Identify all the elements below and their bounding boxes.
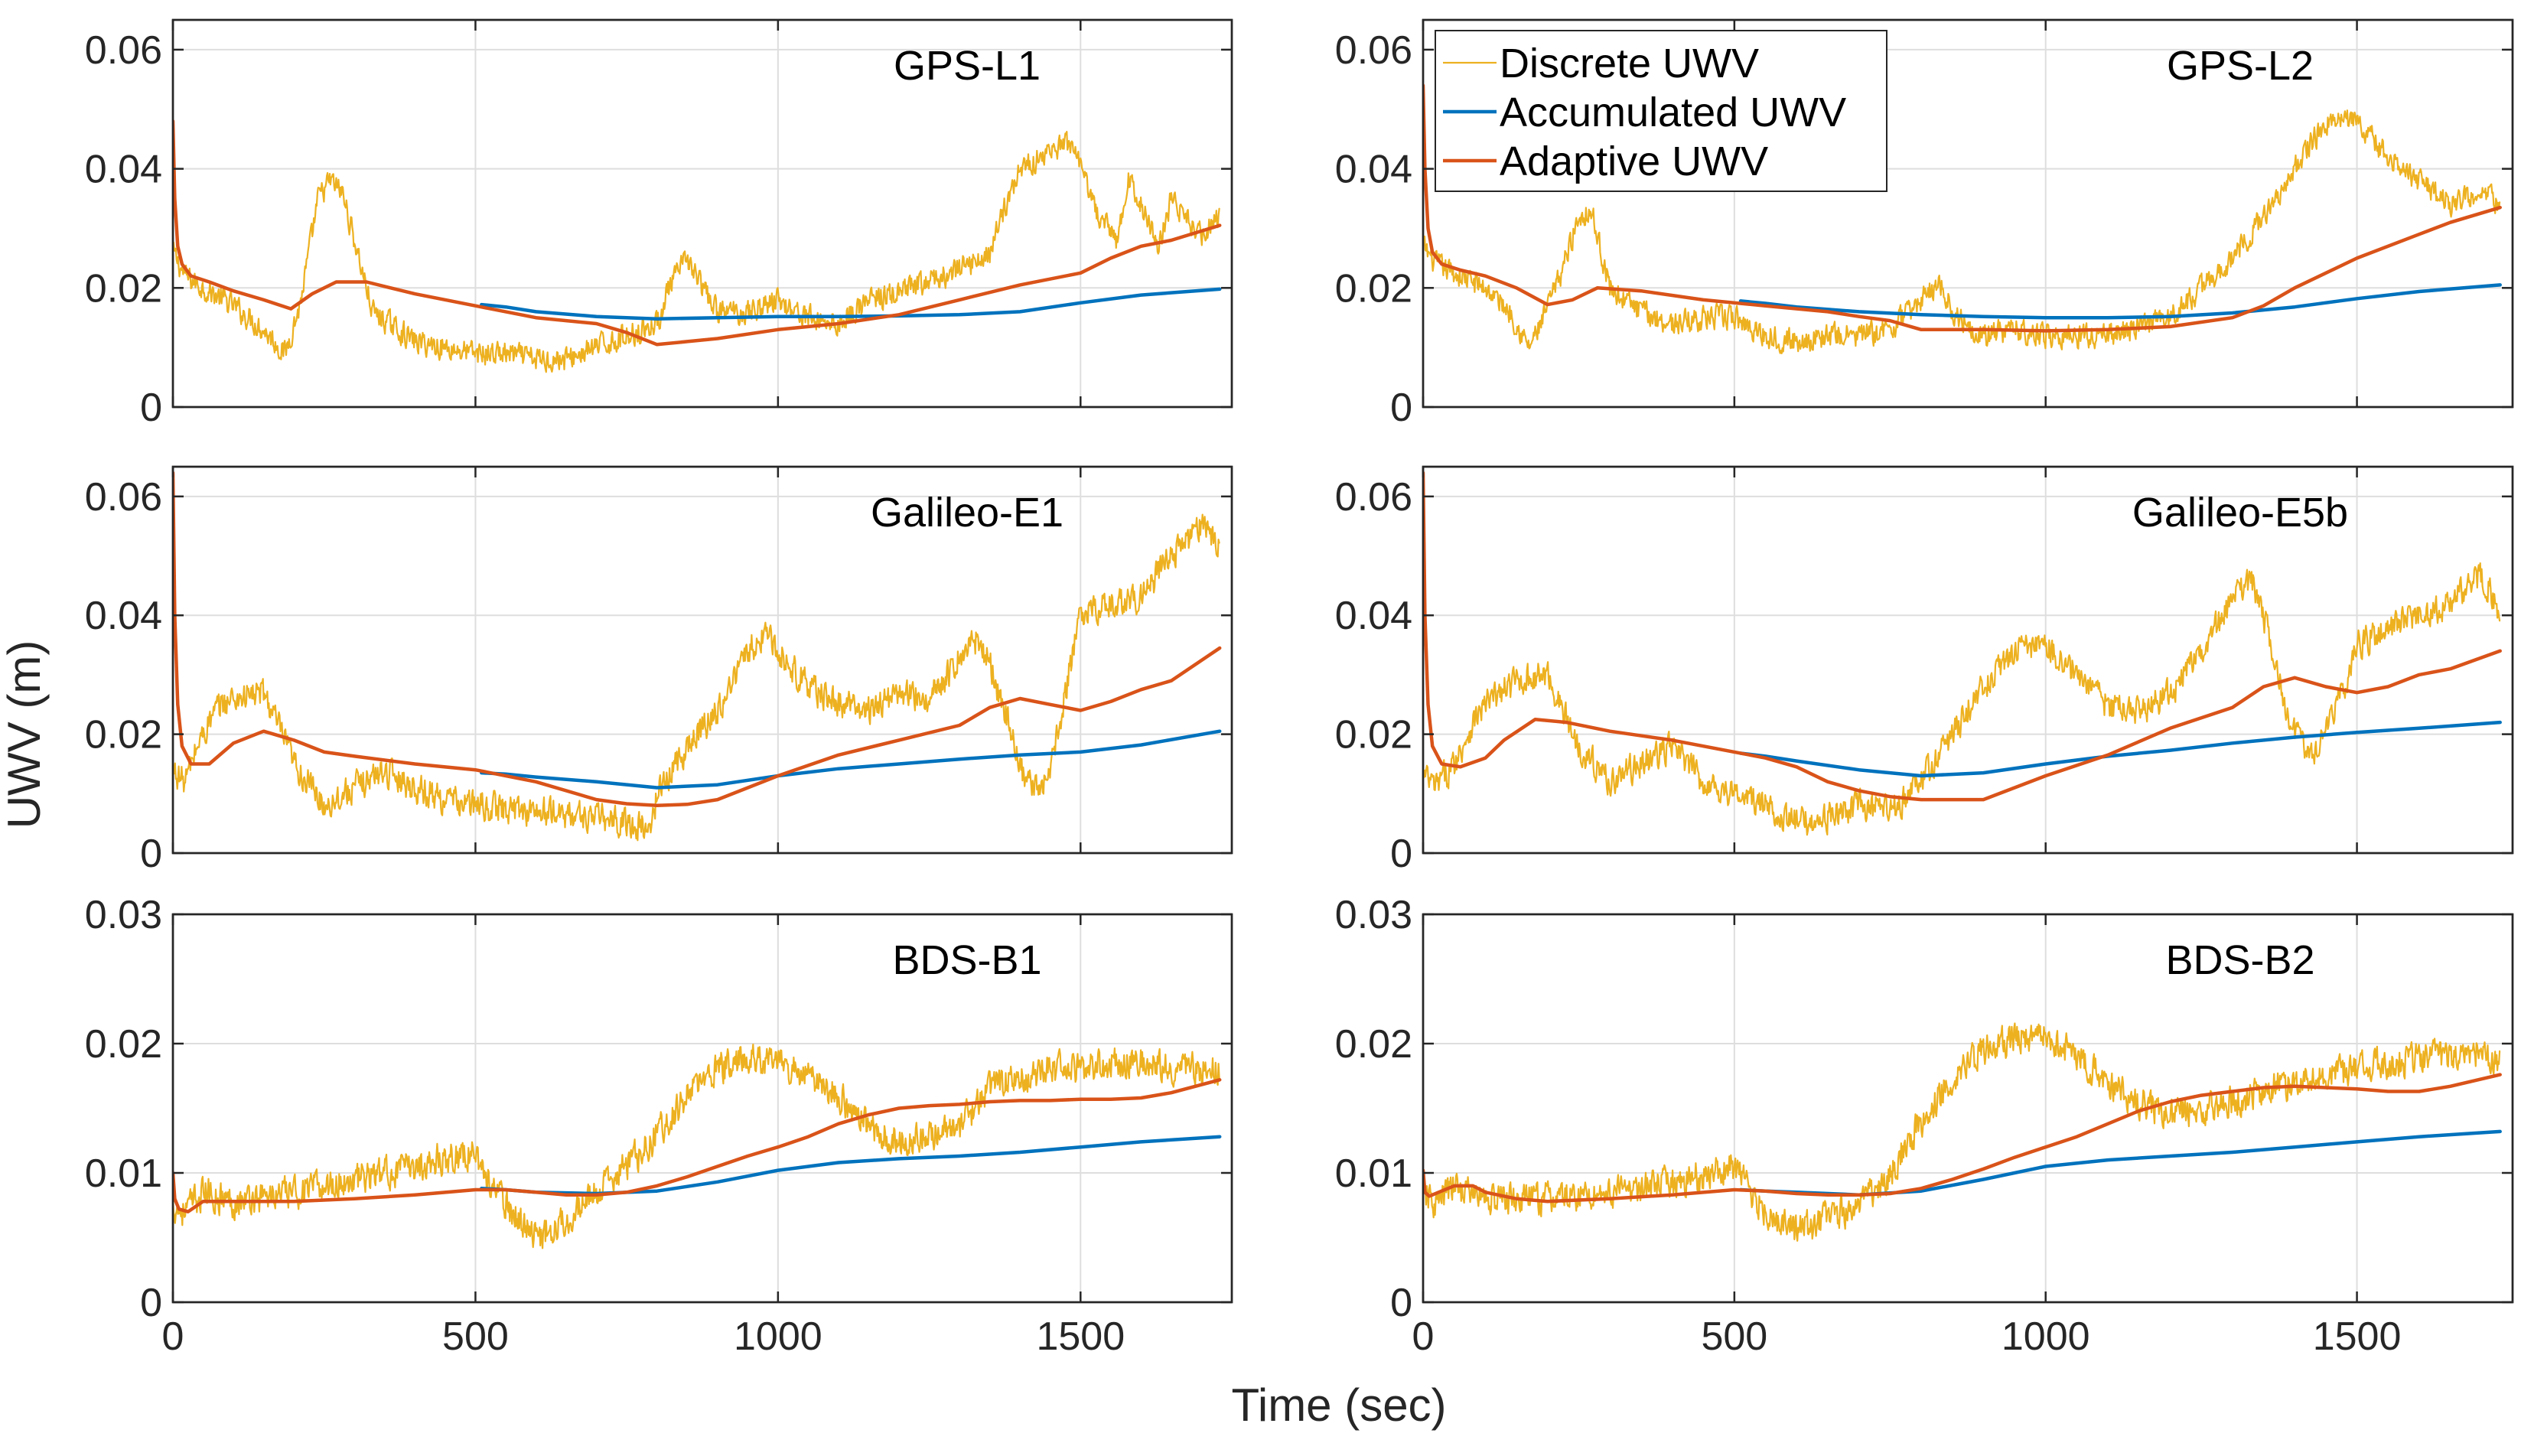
series-group [1423, 471, 2502, 836]
x-axis-label: Time (sec) [1231, 1379, 1446, 1431]
legend-label-accumulated-uwv: Accumulated UWV [1500, 90, 1846, 135]
plot-frame [1422, 913, 2514, 1304]
y-tick-label: 0.02 [1335, 266, 1412, 311]
panel-title: GPS-L2 [2167, 43, 2314, 89]
x-tick-label: 1500 [1036, 1314, 1125, 1359]
x-tick-label: 500 [442, 1314, 509, 1359]
y-tick-label: 0.06 [85, 475, 162, 520]
plot-frame [1422, 18, 2514, 409]
series-line-discrete-uwv [173, 1043, 1220, 1249]
series-line-adaptive-uwv [173, 1078, 1222, 1213]
y-tick-label: 0.02 [85, 713, 162, 757]
x-tick-label: 1000 [734, 1314, 822, 1359]
y-tick-label: 0.06 [1335, 28, 1412, 73]
series-group [173, 119, 1222, 373]
series-line-adaptive-uwv [1423, 1073, 2502, 1204]
y-tick-label: 0 [140, 832, 162, 876]
series-line-adaptive-uwv [1423, 471, 2502, 802]
y-tick-label: 0 [1390, 1281, 1412, 1325]
x-tick-label: 1500 [2313, 1314, 2402, 1359]
plot-area [1422, 913, 2514, 1304]
legend-box [1435, 30, 1887, 192]
x-tick-label: 0 [162, 1314, 184, 1359]
panel-galileo-e1: 0 0.02 0.04 0.06 Galileo-E1 [85, 465, 1233, 876]
plot-area [1422, 465, 2514, 855]
series-group [173, 1043, 1222, 1249]
panel-bds-b1: 0 500 1000 1500 0 0.01 0.02 0.03 BDS-B1 [85, 893, 1233, 1359]
y-tick-label: 0.02 [1335, 713, 1412, 757]
y-tick-label: 0 [140, 386, 162, 430]
panel-title: BDS-B1 [892, 937, 1041, 983]
x-tick-label: 1000 [2001, 1314, 2090, 1359]
plot-area [171, 18, 1233, 409]
plot-frame [171, 913, 1233, 1304]
panel-title: Galileo-E5b [2132, 490, 2348, 536]
y-tick-label: 0.03 [85, 893, 162, 937]
plot-frame [171, 465, 1233, 855]
y-tick-label: 0 [1390, 386, 1412, 430]
y-tick-label: 0 [140, 1281, 162, 1325]
y-tick-label: 0 [1390, 832, 1412, 876]
series-line-adaptive-uwv [173, 471, 1222, 808]
y-tick-label: 0.02 [85, 1022, 162, 1067]
y-tick-label: 0.03 [1335, 893, 1412, 937]
series-line-accumulated-uwv [480, 729, 1222, 790]
legend-label-adaptive-uwv: Adaptive UWV [1500, 138, 1768, 184]
plot-frame [171, 18, 1233, 409]
y-tick-label: 0.01 [1335, 1151, 1412, 1196]
plot-area [171, 465, 1233, 855]
y-tick-label: 0.01 [85, 1151, 162, 1196]
series-line-discrete-uwv [1423, 1022, 2501, 1242]
series-group [173, 471, 1222, 842]
series-line-discrete-uwv [173, 131, 1220, 373]
series-line-adaptive-uwv [173, 119, 1222, 347]
panel-gps-l1: 0 0.02 0.04 0.06 GPS-L1 [85, 18, 1233, 430]
x-tick-label: 500 [1701, 1314, 1767, 1359]
y-tick-label: 0.06 [1335, 475, 1412, 520]
legend-label-discrete-uwv: Discrete UWV [1500, 41, 1759, 86]
series-line-accumulated-uwv [1738, 720, 2502, 778]
y-tick-label: 0.02 [85, 266, 162, 311]
series-line-adaptive-uwv [1423, 83, 2502, 333]
y-tick-label: 0.04 [85, 594, 162, 638]
series-line-discrete-uwv [173, 513, 1220, 842]
panel-title: Galileo-E1 [871, 490, 1063, 536]
y-tick-label: 0.04 [1335, 148, 1412, 192]
series-line-accumulated-uwv [1738, 283, 2502, 320]
plot-frame [1422, 465, 2514, 855]
y-tick-label: 0.04 [85, 148, 162, 192]
y-tick-label: 0.02 [1335, 1022, 1412, 1067]
series-group [1423, 83, 2502, 354]
panel-title: GPS-L1 [894, 43, 1041, 89]
panel-title: BDS-B2 [2165, 937, 2314, 983]
series-line-discrete-uwv [1423, 562, 2501, 836]
y-tick-label: 0.04 [1335, 594, 1412, 638]
series-line-accumulated-uwv [480, 287, 1222, 321]
plot-area [171, 913, 1233, 1304]
panel-bds-b2: 0 500 1000 1500 0 0.01 0.02 0.03 BDS-B2 [1335, 893, 2514, 1359]
panel-galileo-e5b: 0 0.02 0.04 0.06 Galileo-E5b [1335, 465, 2514, 876]
y-tick-label: 0.06 [85, 28, 162, 73]
x-tick-label: 0 [1412, 1314, 1435, 1359]
y-axis-label: UWV (m) [0, 640, 50, 829]
series-group [1423, 1022, 2502, 1242]
